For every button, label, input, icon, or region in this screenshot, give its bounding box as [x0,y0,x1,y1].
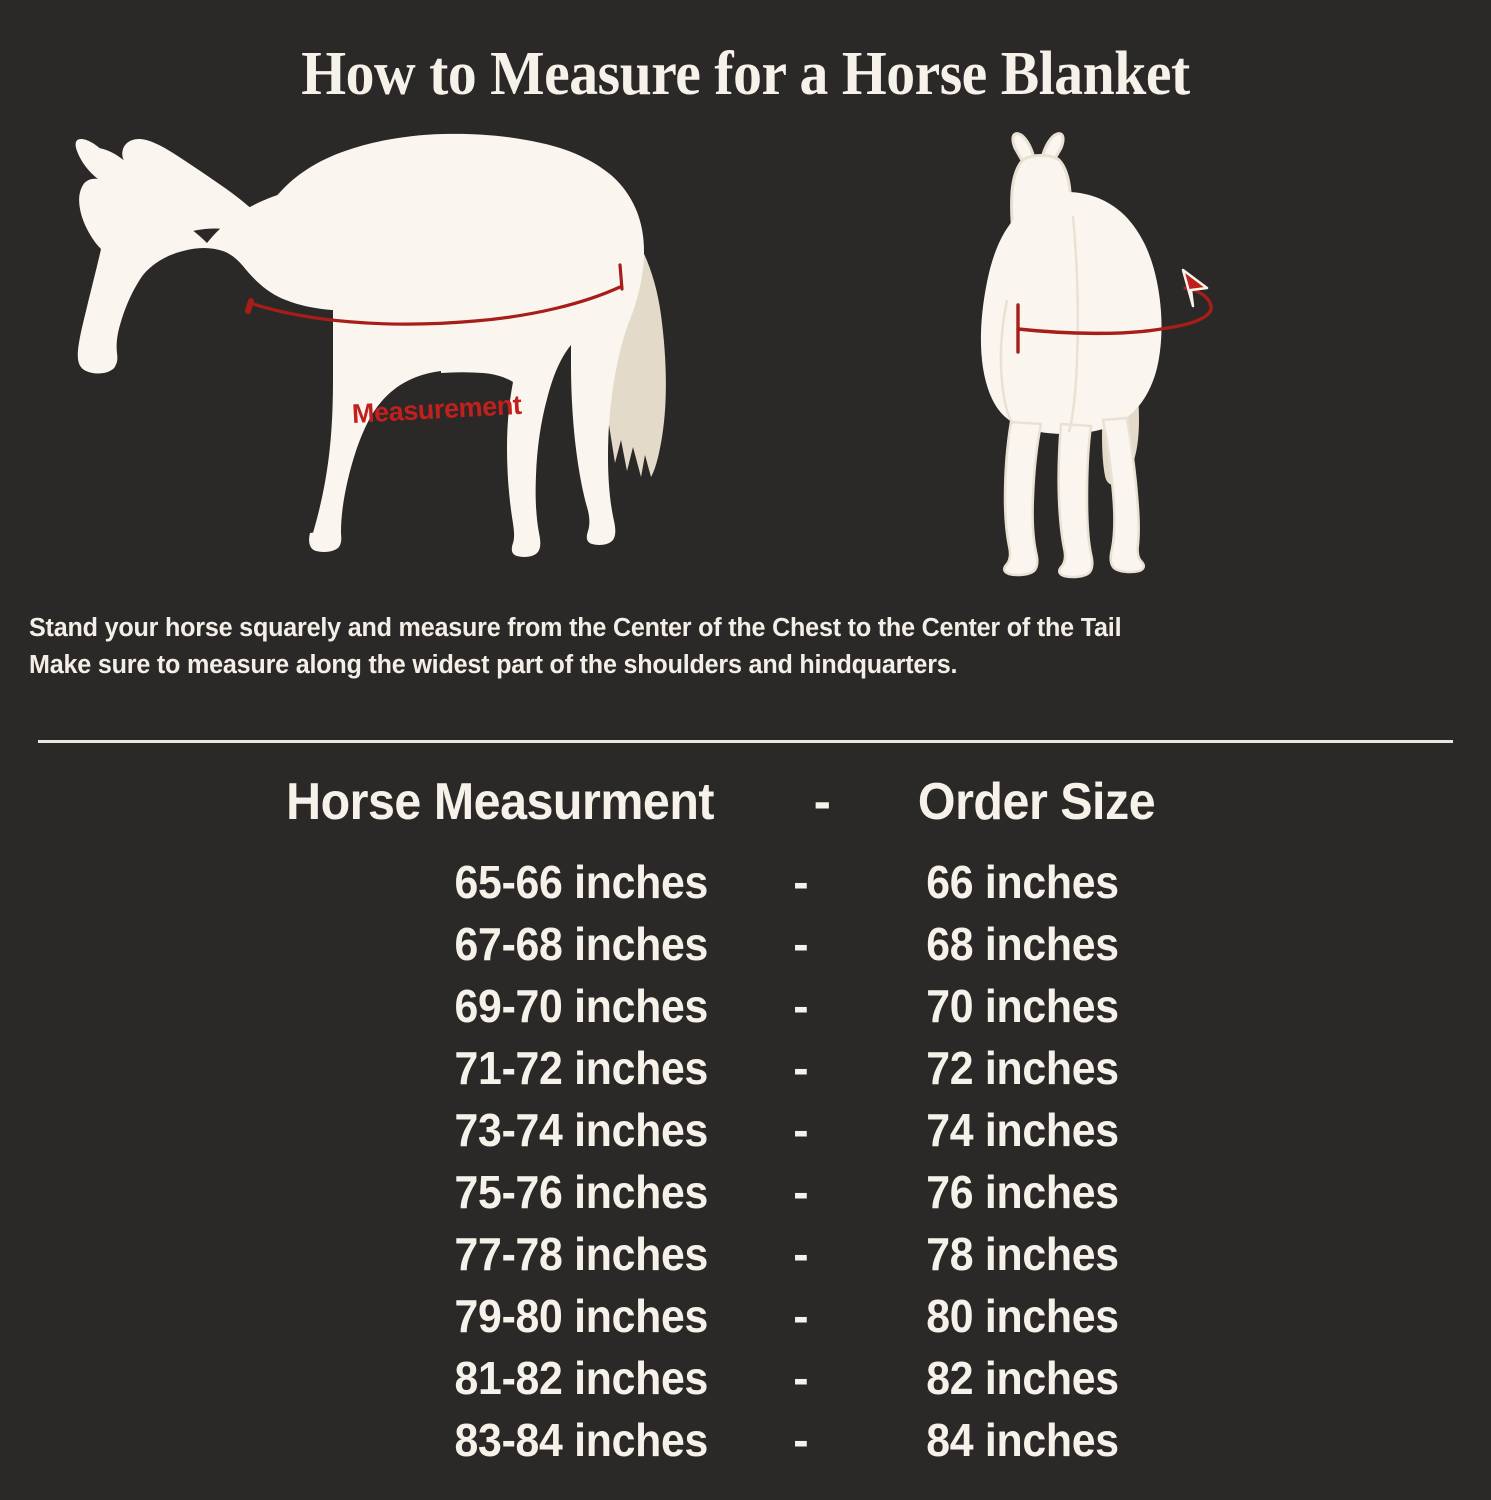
page-title: How to Measure for a Horse Blanket [301,40,1190,108]
cell-order-size: 72 inches [884,1037,1491,1099]
section-divider [38,740,1453,743]
cell-separator: - [793,980,809,1032]
table-row: 67-68 inches - 68 inches [0,913,1491,975]
horse-side-view [55,125,695,585]
horse-rear-view [955,130,1255,580]
cell-order-size-text: 70 inches [926,980,1119,1032]
header-measurement-text: Horse Measurment [286,773,715,831]
cell-order-size: 70 inches [884,975,1491,1037]
cell-measurement: 65-66 inches [0,851,718,913]
cell-measurement: 71-72 inches [0,1037,718,1099]
cell-order-size-text: 66 inches [926,856,1119,908]
cell-separator: - [793,1166,809,1218]
cell-measurement-text: 67-68 inches [454,918,709,970]
table-row: 69-70 inches - 70 inches [0,975,1491,1037]
cell-measurement: 75-76 inches [0,1161,718,1223]
table-row: 81-82 inches - 82 inches [0,1347,1491,1409]
cell-order-size-text: 74 inches [926,1104,1119,1156]
cell-measurement: 73-74 inches [0,1099,718,1161]
size-chart-table: Horse Measurment - Order Size 65-66 inch… [0,765,1491,1471]
rear-measure-line [1016,326,1169,336]
cell-separator: - [793,1352,809,1404]
cell-order-size-text: 82 inches [926,1352,1119,1404]
table-header-row: Horse Measurment - Order Size [0,765,1491,839]
cell-measurement: 79-80 inches [0,1285,718,1347]
measurement-end-tick [618,263,624,291]
cell-measurement-text: 71-72 inches [454,1042,709,1094]
illustration-area: Measurement [0,125,1491,595]
table-row: 65-66 inches - 66 inches [0,851,1491,913]
cell-order-size-text: 80 inches [926,1290,1119,1342]
cell-order-size: 82 inches [884,1347,1491,1409]
cell-measurement-text: 75-76 inches [454,1166,709,1218]
horse-rear-body [980,132,1162,579]
table-row: 71-72 inches - 72 inches [0,1037,1491,1099]
cell-order-size: 68 inches [884,913,1491,975]
cell-separator: - [793,1228,809,1280]
instruction-line-2: Make sure to measure along the widest pa… [29,651,958,679]
cell-measurement-text: 81-82 inches [454,1352,709,1404]
cell-measurement: 77-78 inches [0,1223,718,1285]
cell-order-size-text: 84 inches [926,1414,1119,1466]
table-row: 83-84 inches - 84 inches [0,1409,1491,1471]
instruction-line-1: Stand your horse squarely and measure fr… [29,614,1122,642]
cell-order-size: 80 inches [884,1285,1491,1347]
cell-order-size-text: 76 inches [926,1166,1119,1218]
cell-measurement-text: 65-66 inches [454,856,709,908]
header-measurement: Horse Measurment [0,765,738,839]
cell-measurement-text: 83-84 inches [454,1414,709,1466]
cell-separator: - [793,1414,809,1466]
header-separator: - [813,773,831,831]
cell-order-size-text: 68 inches [926,918,1119,970]
cell-separator: - [793,1104,809,1156]
cell-separator: - [793,918,809,970]
cell-measurement: 67-68 inches [0,913,718,975]
cell-order-size: 78 inches [884,1223,1491,1285]
cell-order-size: 74 inches [884,1099,1491,1161]
instructions-block: Stand your horse squarely and measure fr… [29,610,1447,684]
header-order-size: Order Size [907,765,1491,839]
cell-separator: - [793,1042,809,1094]
cell-measurement-text: 69-70 inches [454,980,709,1032]
horse-body [75,133,645,557]
cell-separator: - [793,1290,809,1342]
wrap-arrow-curve [1165,286,1213,330]
cell-measurement: 83-84 inches [0,1409,718,1471]
cell-separator: - [793,856,809,908]
cell-order-size: 84 inches [884,1409,1491,1471]
table-row: 77-78 inches - 78 inches [0,1223,1491,1285]
measurement-start-tick [245,298,254,314]
cell-order-size-text: 78 inches [926,1228,1119,1280]
cell-order-size: 76 inches [884,1161,1491,1223]
cell-order-size-text: 72 inches [926,1042,1119,1094]
header-order-size-text: Order Size [917,773,1155,831]
table-row: 73-74 inches - 74 inches [0,1099,1491,1161]
measurement-curve [248,285,622,326]
cell-measurement: 81-82 inches [0,1347,718,1409]
table-row: 75-76 inches - 76 inches [0,1161,1491,1223]
table-row: 79-80 inches - 80 inches [0,1285,1491,1347]
cell-measurement-text: 77-78 inches [454,1228,709,1280]
cell-measurement-text: 73-74 inches [454,1104,709,1156]
cell-order-size: 66 inches [884,851,1491,913]
cell-measurement: 69-70 inches [0,975,718,1037]
measurement-arrow [1181,268,1209,308]
cell-measurement-text: 79-80 inches [454,1290,709,1342]
